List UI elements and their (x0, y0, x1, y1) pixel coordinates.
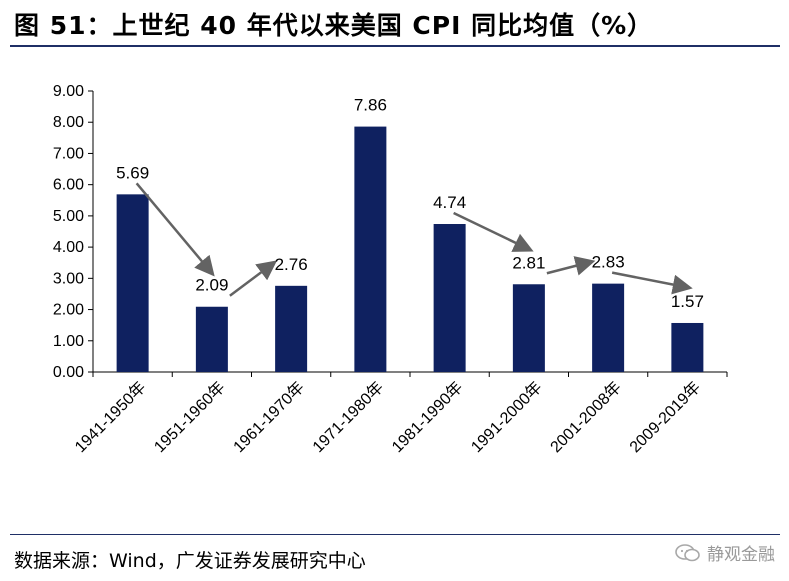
y-axis: 0.00 1.00 2.00 3.00 4.00 5.00 6.00 7.00 8.00 9.00 (53, 83, 94, 381)
watermark: 静观金融 (675, 540, 775, 565)
data-label: 2.09 (195, 276, 228, 295)
y-tick-label: 4.00 (53, 239, 84, 256)
cpi-bar-chart: 0.00 1.00 2.00 3.00 4.00 5.00 6.00 7.00 8.00 9.00… (53, 83, 728, 456)
watermark-text: 静观金融 (707, 545, 775, 565)
bar (433, 224, 466, 372)
y-tick-label: 6.00 (53, 177, 84, 194)
trend-arrows (135, 182, 693, 297)
y-tick-label: 0.00 (53, 364, 84, 381)
bar (195, 306, 228, 372)
title-rule (10, 45, 780, 47)
x-axis: 1941-1950年 1951-1960年 1961-1970年 1971-1980年… (71, 371, 728, 456)
data-label: 7.86 (354, 96, 387, 115)
figure-title: 图 51：上世纪 40 年代以来美国 CPI 同比均值（%） (14, 11, 654, 40)
x-category-label: 2009-2019年 (626, 378, 704, 456)
y-tick-label: 5.00 (53, 208, 84, 225)
trend-arrow (453, 211, 534, 252)
trend-arrow (611, 271, 693, 295)
trend-arrow (135, 182, 215, 277)
y-tick-label: 3.00 (53, 270, 84, 287)
y-tick-label: 9.00 (53, 83, 84, 100)
data-label: 2.83 (592, 253, 625, 272)
x-category-label: 1961-1970年 (230, 378, 308, 456)
wechat-icon (675, 543, 700, 561)
x-category-label: 1941-1950年 (71, 378, 149, 456)
data-label: 1.57 (671, 292, 704, 311)
bar-series (116, 126, 704, 373)
y-tick-label: 2.00 (53, 302, 84, 319)
bar (592, 283, 625, 372)
x-category-label: 1981-1990年 (388, 378, 466, 456)
data-label: 2.76 (275, 255, 308, 274)
y-tick-label: 7.00 (53, 145, 84, 162)
bar (512, 284, 545, 372)
y-tick-label: 1.00 (53, 333, 84, 350)
source-note: 数据来源：Wind，广发证券发展研究中心 (14, 550, 366, 572)
trend-arrow (546, 256, 596, 276)
x-category-label: 1991-2000年 (468, 378, 546, 456)
bar (671, 322, 704, 372)
x-category-label: 2001-2008年 (547, 378, 625, 456)
bar (354, 126, 387, 373)
trend-arrow (229, 260, 278, 297)
data-label: 5.69 (116, 163, 149, 182)
bar (275, 285, 308, 372)
data-labels: 5.69 2.09 2.76 7.86 4.74 2.81 2.83 1.57 (116, 96, 704, 311)
data-label: 4.74 (433, 193, 466, 212)
y-tick-label: 8.00 (53, 114, 84, 131)
x-category-label: 1951-1960年 (151, 378, 229, 456)
x-category-label: 1971-1980年 (309, 378, 387, 456)
data-label: 2.81 (512, 253, 545, 272)
source-rule (10, 534, 780, 535)
bar (116, 194, 149, 372)
